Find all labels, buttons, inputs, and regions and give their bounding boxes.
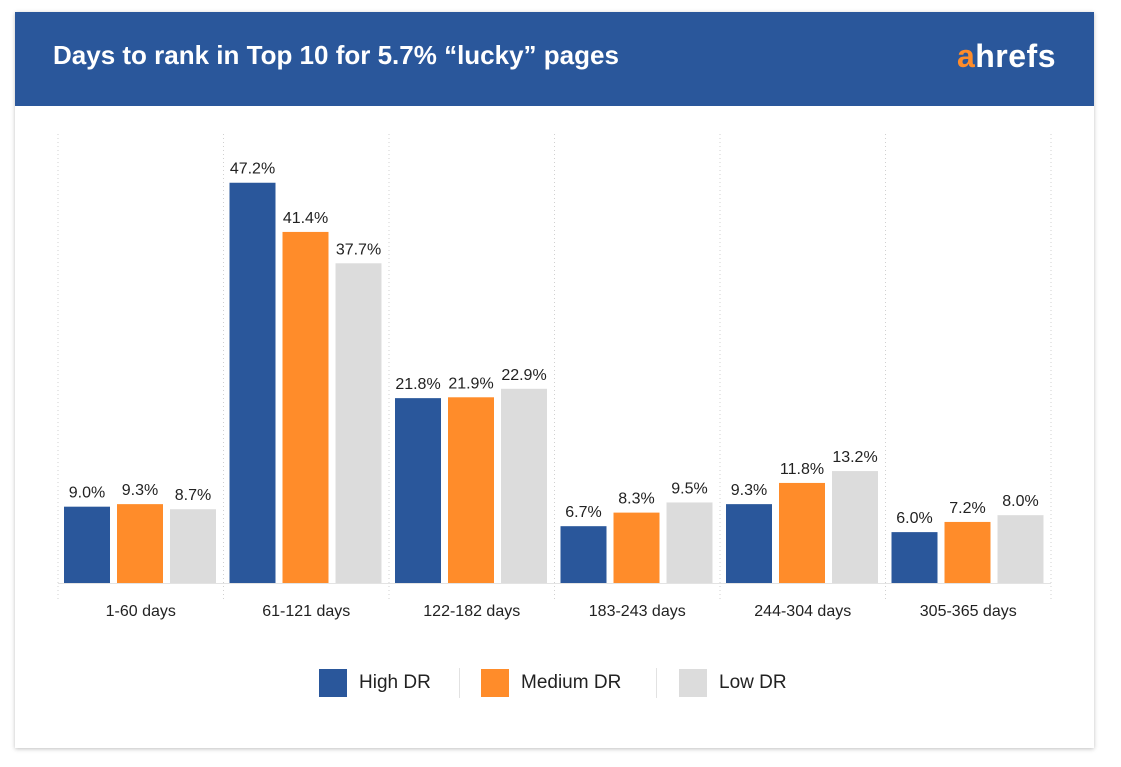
data-label: 13.2% — [832, 449, 877, 466]
legend-divider — [656, 668, 657, 698]
legend-item-high-dr: High DR — [319, 666, 431, 700]
bar-medium-dr — [779, 482, 825, 583]
legend-swatch-high-dr — [319, 669, 347, 697]
data-label: 37.7% — [336, 241, 381, 258]
bar-low-dr — [170, 509, 216, 583]
chart-header: Days to rank in Top 10 for 5.7% “lucky” … — [15, 12, 1094, 106]
data-label: 9.3% — [731, 482, 767, 499]
legend-label-medium-dr: Medium DR — [521, 672, 622, 693]
data-label: 8.0% — [1002, 493, 1038, 510]
legend-item-low-dr: Low DR — [679, 666, 787, 700]
bar-low-dr — [666, 502, 713, 583]
legend-swatch-medium-dr — [481, 669, 509, 697]
data-label: 41.4% — [283, 210, 328, 227]
legend-divider — [459, 668, 460, 698]
x-tick-label: 122-182 days — [423, 603, 520, 620]
data-label: 22.9% — [501, 367, 546, 384]
chart-title: Days to rank in Top 10 for 5.7% “lucky” … — [53, 40, 619, 70]
bar-medium-dr — [613, 512, 660, 583]
bar-high-dr — [726, 504, 772, 583]
x-tick-label: 1-60 days — [106, 603, 176, 620]
bar-medium-dr — [448, 397, 494, 583]
x-tick-label: 183-243 days — [589, 603, 686, 620]
legend-label-high-dr: High DR — [359, 672, 431, 693]
bar-high-dr — [891, 532, 938, 583]
bar-medium-dr — [117, 504, 163, 583]
data-label: 8.7% — [175, 487, 211, 504]
data-label: 47.2% — [230, 161, 275, 178]
data-label: 9.0% — [69, 485, 105, 502]
chart-card: Days to rank in Top 10 for 5.7% “lucky” … — [15, 12, 1094, 748]
logo-text: hrefs — [975, 38, 1056, 74]
logo-accent: a — [956, 38, 976, 74]
x-tick-label: 61-121 days — [262, 603, 350, 620]
bar-high-dr — [64, 506, 110, 583]
data-label: 6.7% — [565, 504, 601, 521]
bar-high-dr — [229, 182, 276, 583]
bar-low-dr — [997, 515, 1044, 583]
bar-low-dr — [335, 263, 382, 583]
x-tick-label: 244-304 days — [754, 603, 851, 620]
bar-high-dr — [395, 398, 441, 583]
bar-medium-dr — [944, 521, 991, 583]
bar-low-dr — [501, 388, 547, 583]
data-label: 8.3% — [618, 491, 654, 508]
bar-medium-dr — [282, 231, 329, 584]
data-label: 21.8% — [395, 376, 440, 393]
data-label: 21.9% — [448, 375, 493, 392]
data-label: 9.3% — [122, 482, 158, 499]
ahrefs-logo: ahrefs — [957, 38, 1056, 75]
legend-swatch-low-dr — [679, 669, 707, 697]
bar-high-dr — [560, 526, 607, 583]
chart-legend: High DR Medium DR Low DR — [15, 666, 1094, 700]
legend-label-low-dr: Low DR — [719, 672, 787, 693]
data-label: 9.5% — [671, 480, 707, 497]
legend-item-medium-dr: Medium DR — [481, 666, 621, 700]
data-label: 7.2% — [949, 500, 985, 517]
bar-chart: 9.0% 9.3% 8.7% 1-60 days 47.2% 41.4% 37.7% 61-1… — [57, 134, 1052, 620]
data-label: 6.0% — [896, 510, 932, 527]
x-tick-label: 305-365 days — [920, 603, 1017, 620]
bar-low-dr — [832, 471, 878, 583]
data-label: 11.8% — [780, 461, 824, 478]
